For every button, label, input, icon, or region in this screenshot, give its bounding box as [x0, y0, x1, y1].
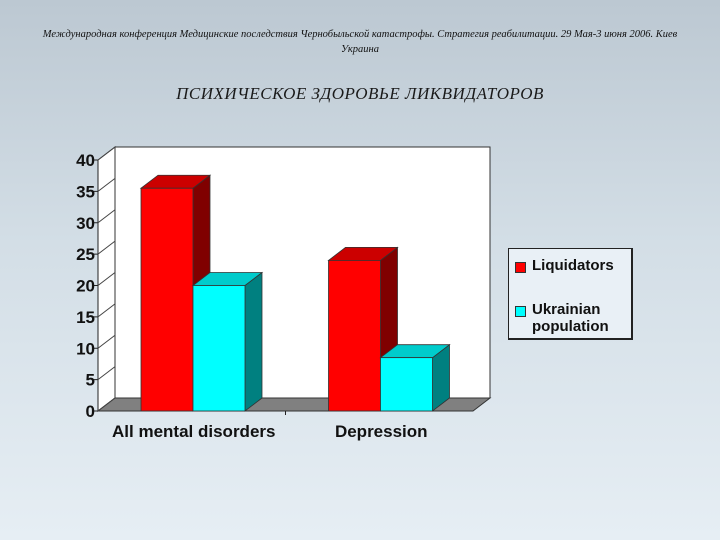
conference-header: Международная конференция Медицинские по…	[42, 29, 678, 55]
y-tick-label: 20	[76, 277, 95, 296]
x-category-label: All mental disorders	[112, 422, 275, 441]
bar-liquidators	[328, 259, 381, 412]
slide-title: ПСИХИЧЕСКОЕ ЗДОРОВЬЕ ЛИКВИДАТОРОВ	[176, 84, 544, 103]
side-wall-tick	[97, 209, 116, 224]
y-tick-label: 30	[76, 214, 95, 233]
legend-swatch-ukrainian	[515, 306, 526, 317]
side-wall-tick	[97, 146, 116, 161]
y-tick-label: 40	[76, 151, 95, 170]
side-wall-tick	[97, 177, 116, 192]
side-wall-tick	[97, 272, 116, 286]
x-category-label: Depression	[335, 422, 428, 441]
y-tick-label: 35	[76, 182, 95, 201]
side-wall-tick	[97, 303, 116, 318]
y-tick-label: 25	[76, 245, 95, 264]
y-tick-label: 15	[76, 308, 95, 327]
side-wall-tick	[97, 366, 116, 381]
bar-ukrainian	[380, 357, 433, 412]
bar-ukrainian	[192, 285, 246, 412]
bar-side-ukrainian	[244, 271, 263, 412]
legend-item-liquidators: Liquidators	[515, 257, 632, 274]
side-wall-tick	[97, 397, 116, 412]
legend-swatch-liquidators	[515, 262, 526, 273]
y-tick-label: 5	[86, 371, 95, 390]
legend-label-liquidators: Liquidators	[532, 257, 614, 274]
y-tick-label: 10	[76, 339, 95, 358]
side-wall-tick	[97, 334, 116, 349]
legend-label-ukrainian: Ukrainian population	[532, 301, 609, 335]
chart-legend: Liquidators Ukrainian population	[508, 248, 633, 340]
side-wall-tick	[97, 240, 116, 255]
y-tick-label: 0	[86, 402, 95, 421]
bar-liquidators	[140, 187, 194, 412]
legend-item-ukrainian: Ukrainian population	[515, 301, 632, 335]
